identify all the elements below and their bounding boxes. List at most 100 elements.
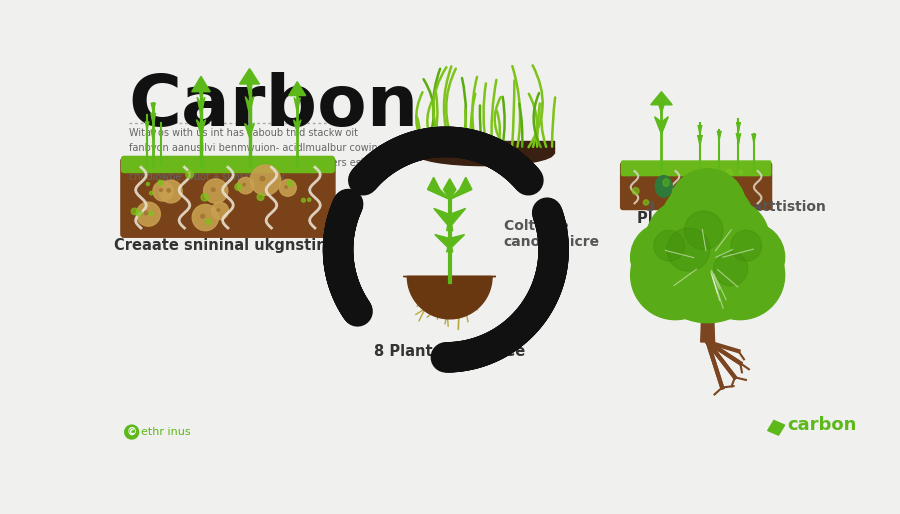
Polygon shape xyxy=(662,98,666,113)
FancyBboxPatch shape xyxy=(121,158,335,237)
Text: Witat os with us int has caboub tnid stackw oit
fanbvon aanusilvi benmwuion- aci: Witat os with us int has caboub tnid sta… xyxy=(129,128,383,182)
Circle shape xyxy=(212,203,229,219)
Text: 8 Plant stmesthee: 8 Plant stmesthee xyxy=(374,343,526,358)
Circle shape xyxy=(149,191,153,195)
Polygon shape xyxy=(297,120,301,133)
Polygon shape xyxy=(246,97,249,114)
Polygon shape xyxy=(662,117,669,134)
Circle shape xyxy=(212,188,215,192)
Polygon shape xyxy=(403,277,496,319)
Circle shape xyxy=(205,219,211,225)
Polygon shape xyxy=(428,177,450,199)
Circle shape xyxy=(243,183,246,186)
Circle shape xyxy=(136,211,142,216)
Circle shape xyxy=(725,169,733,176)
Circle shape xyxy=(159,189,163,192)
Circle shape xyxy=(631,230,720,320)
Text: Carbon: Carbon xyxy=(129,72,419,141)
Polygon shape xyxy=(654,117,662,134)
Polygon shape xyxy=(289,82,306,96)
Circle shape xyxy=(675,196,680,201)
FancyBboxPatch shape xyxy=(122,156,334,173)
Circle shape xyxy=(710,168,717,175)
Text: ©: © xyxy=(127,427,137,437)
Polygon shape xyxy=(245,123,249,137)
Circle shape xyxy=(203,179,228,203)
Circle shape xyxy=(201,194,209,201)
Circle shape xyxy=(644,200,649,205)
Polygon shape xyxy=(752,134,754,143)
Polygon shape xyxy=(446,208,465,231)
Polygon shape xyxy=(297,98,301,112)
Polygon shape xyxy=(239,68,259,84)
Polygon shape xyxy=(736,133,738,144)
Polygon shape xyxy=(147,122,149,130)
Polygon shape xyxy=(657,98,662,113)
Ellipse shape xyxy=(663,179,670,187)
Circle shape xyxy=(217,209,220,211)
Polygon shape xyxy=(701,277,715,342)
Circle shape xyxy=(148,212,153,216)
Circle shape xyxy=(193,205,219,231)
Polygon shape xyxy=(249,79,253,96)
Polygon shape xyxy=(717,131,719,140)
Polygon shape xyxy=(153,103,156,113)
Circle shape xyxy=(669,169,746,246)
Circle shape xyxy=(159,180,183,203)
Circle shape xyxy=(260,176,265,181)
Polygon shape xyxy=(151,113,153,125)
Polygon shape xyxy=(151,130,153,140)
Polygon shape xyxy=(192,76,211,91)
Polygon shape xyxy=(754,134,756,143)
Circle shape xyxy=(662,186,667,190)
Circle shape xyxy=(144,211,148,215)
Circle shape xyxy=(257,194,264,200)
Polygon shape xyxy=(293,120,297,133)
Polygon shape xyxy=(201,97,205,116)
Circle shape xyxy=(653,230,685,261)
Polygon shape xyxy=(738,122,741,131)
Polygon shape xyxy=(700,125,702,134)
Circle shape xyxy=(696,230,785,320)
Polygon shape xyxy=(698,125,700,134)
Circle shape xyxy=(185,171,193,178)
Circle shape xyxy=(689,199,770,280)
Polygon shape xyxy=(249,123,255,137)
Ellipse shape xyxy=(655,176,672,197)
Circle shape xyxy=(739,171,742,174)
Polygon shape xyxy=(151,103,153,113)
Polygon shape xyxy=(698,135,700,145)
Polygon shape xyxy=(146,122,147,130)
Polygon shape xyxy=(700,135,702,145)
Polygon shape xyxy=(294,98,297,112)
Circle shape xyxy=(646,199,726,280)
Circle shape xyxy=(125,425,139,439)
Circle shape xyxy=(279,179,296,196)
Polygon shape xyxy=(153,113,156,125)
Polygon shape xyxy=(435,234,453,252)
Circle shape xyxy=(742,200,748,206)
Circle shape xyxy=(667,228,710,271)
Polygon shape xyxy=(153,130,156,140)
Circle shape xyxy=(136,202,160,226)
Text: Creaate snininal ukgnstiroh: Creaate snininal ukgnstiroh xyxy=(113,238,344,253)
Text: 3  czailerurid atttistion: 3 czailerurid atttistion xyxy=(646,199,826,213)
Polygon shape xyxy=(249,97,254,114)
Circle shape xyxy=(646,199,770,323)
Circle shape xyxy=(250,165,281,195)
Circle shape xyxy=(714,252,748,286)
Circle shape xyxy=(631,223,700,292)
FancyBboxPatch shape xyxy=(621,162,771,210)
Polygon shape xyxy=(201,84,203,99)
Text: carbon: carbon xyxy=(787,416,856,434)
Text: Coltl ine
canonphicre: Coltl ine canonphicre xyxy=(504,219,599,249)
Circle shape xyxy=(660,179,755,274)
Text: Plant Carboon: Plant Carboon xyxy=(637,211,755,226)
Polygon shape xyxy=(738,133,741,144)
Polygon shape xyxy=(736,122,738,131)
Circle shape xyxy=(716,223,785,292)
Polygon shape xyxy=(198,84,201,99)
Circle shape xyxy=(158,180,163,186)
Polygon shape xyxy=(197,97,201,116)
Polygon shape xyxy=(201,120,205,135)
